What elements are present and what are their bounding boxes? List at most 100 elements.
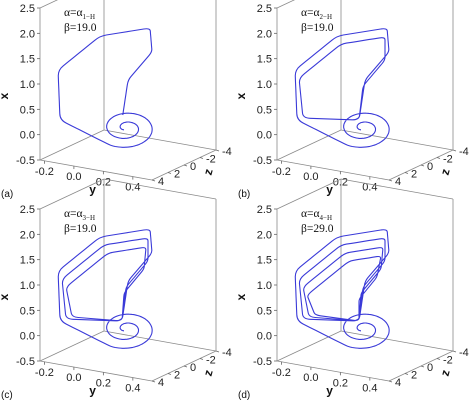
x-tick-label: 2.0 [20, 229, 35, 241]
x-tick-label: 2.5 [20, 3, 35, 15]
panel-label: (a) [1, 189, 13, 200]
z-tick-label: -4 [459, 347, 469, 359]
x-tick-label: -0.5 [16, 356, 35, 368]
y-tick-label: 0.2 [333, 377, 348, 389]
x-tick-label: 0.5 [257, 104, 272, 116]
axis-edge [276, 0, 296, 9]
axes-box [276, 178, 454, 382]
panel-label: (c) [1, 390, 13, 401]
axis-edge [340, 129, 454, 151]
axis-edge [276, 178, 342, 210]
z-axis-tick [167, 373, 172, 375]
trajectory-line [294, 28, 390, 148]
z-axis-tick [436, 157, 441, 159]
z-tick-label: -4 [222, 347, 232, 359]
y-tick-label: 0.0 [303, 171, 318, 183]
y-tick-label: 0.2 [333, 176, 348, 188]
z-tick-label: 2 [411, 169, 417, 181]
chart-panel-b: -0.50.00.51.01.52.02.5x-0.2 0.0 0.2 0.4y-4-… [234, 0, 469, 200]
y-tick-label: -0.2 [35, 166, 54, 178]
trajectory-line [294, 229, 390, 349]
beta-annotation: β=19.0 [64, 22, 97, 34]
x-tick-label: 0.0 [257, 130, 272, 142]
z-tick-label: 0 [190, 161, 196, 173]
x-tick-label: 1.0 [20, 79, 35, 91]
x-tick-label: 0.0 [257, 331, 272, 343]
x-tick-label: 1.5 [20, 54, 35, 66]
x-axis-title: x [0, 294, 11, 301]
y-axis-title: y [326, 182, 333, 196]
axis-edge [39, 360, 153, 382]
z-tick-label: 2 [411, 370, 417, 382]
x-tick-label: 0.0 [20, 130, 35, 142]
y-tick-label: 0.0 [66, 372, 81, 384]
alpha-annotation: α=α3−H [64, 208, 95, 222]
y-tick-label: 0.0 [303, 372, 318, 384]
x-axis-title: x [234, 93, 248, 100]
axis-edge [39, 330, 105, 362]
z-tick-label: 4 [158, 176, 164, 188]
x-tick-label: 0.5 [20, 305, 35, 317]
x-tick-label: 1.0 [257, 79, 272, 91]
alpha-annotation: α=α2−H [301, 7, 332, 21]
z-tick-label: 0 [190, 362, 196, 374]
x-tick-label: 1.0 [257, 280, 272, 292]
z-axis-tick [388, 179, 393, 182]
z-tick-label: 4 [158, 377, 164, 389]
z-tick-label: -4 [459, 146, 469, 158]
y-tick-label: 0.4 [362, 383, 377, 395]
x-tick-label: 2.5 [257, 3, 272, 15]
y-tick-label: 0.2 [96, 176, 111, 188]
x-tick-label: 2.0 [20, 28, 35, 40]
chart-panel-c: -0.5 0.0 0.5 1.0 1.5 2.0 2.5 x -0.2 0.0 0.2 0.4 y -4-… [0, 178, 232, 401]
x-tick-label: 0.5 [20, 104, 35, 116]
z-axis-tick [452, 149, 457, 152]
y-axis-title: y [326, 383, 333, 397]
axis-edge [103, 178, 217, 200]
z-tick-label: -2 [206, 355, 216, 367]
y-tick-label: 0.2 [96, 377, 111, 389]
z-axis-tick [183, 164, 188, 167]
z-axis-tick [404, 373, 409, 375]
axis-edge [276, 159, 390, 181]
alpha-annotation: α=α1−H [64, 7, 95, 21]
y-axis-title: y [89, 383, 96, 397]
y-tick-label: -0.2 [272, 166, 291, 178]
x-tick-label: 2.0 [257, 229, 272, 241]
z-axis-title: z [438, 368, 453, 377]
y-tick-label: 0.0 [66, 171, 81, 183]
z-tick-label: 0 [427, 362, 433, 374]
beta-annotation: β=19.0 [301, 22, 334, 34]
z-axis-tick [436, 358, 441, 360]
y-axis-title: y [89, 182, 96, 196]
x-axis-title: x [0, 93, 11, 100]
alpha-annotation: α=α4−H [301, 208, 332, 222]
z-axis-title: z [438, 167, 453, 176]
z-axis-tick [151, 380, 156, 383]
axis-edge [276, 129, 342, 161]
z-tick-label: 2 [174, 370, 180, 382]
trajectory-line [57, 229, 153, 349]
z-tick-label: 2 [174, 169, 180, 181]
z-axis-tick [167, 172, 172, 174]
x-tick-label: -0.5 [253, 356, 272, 368]
x-tick-label: 1.0 [20, 280, 35, 292]
x-tick-label: 0.5 [257, 305, 272, 317]
z-tick-label: -4 [222, 146, 232, 158]
z-axis-tick [151, 179, 156, 182]
beta-annotation: β=19.0 [64, 223, 97, 235]
y-tick-label: -0.2 [272, 367, 291, 379]
axis-edge [39, 178, 105, 210]
axis-edge [39, 0, 59, 9]
x-tick-label: 1.5 [20, 255, 35, 267]
z-axis-tick [215, 350, 220, 353]
z-tick-label: -2 [443, 154, 453, 166]
beta-annotation: β=29.0 [301, 223, 334, 235]
axis-edge [276, 330, 342, 362]
x-tick-label: 2.5 [257, 204, 272, 216]
chart-panel-d: -0.5 0.0 0.5 1.0 1.5 2.0 2.5 x -0.2 0.0 0.2 0.4 y -4-… [234, 178, 469, 401]
z-axis-tick [404, 172, 409, 174]
panel-label: (b) [238, 189, 250, 200]
y-tick-label: -0.2 [35, 367, 54, 379]
